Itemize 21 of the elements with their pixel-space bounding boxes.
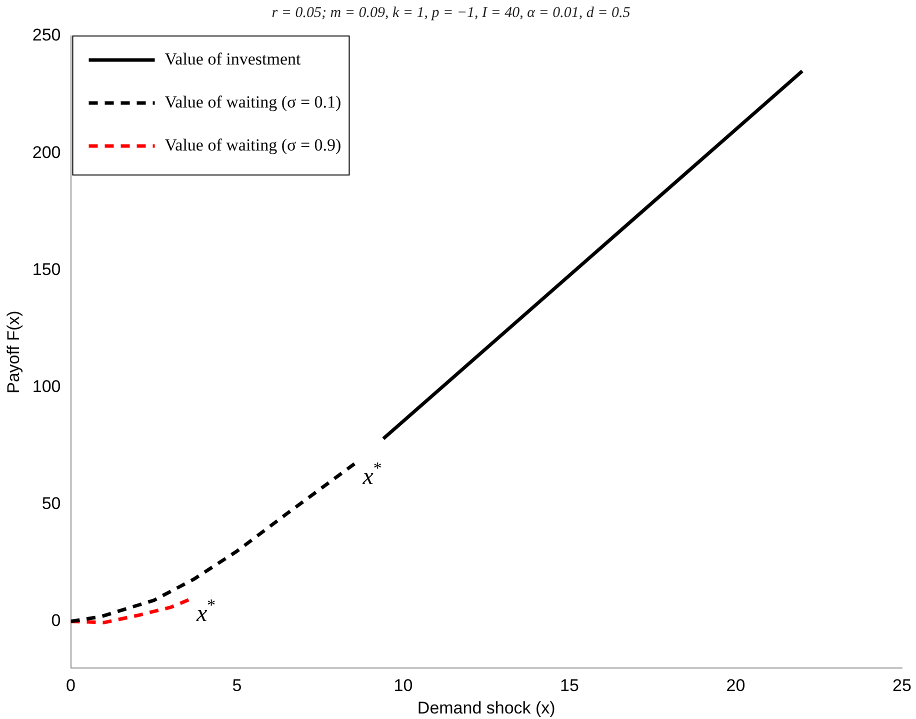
- y-tick-label: 150: [32, 260, 61, 279]
- x-tick-label: 25: [892, 676, 912, 696]
- x-tick-label: 15: [560, 676, 579, 696]
- y-tick-label: 50: [42, 494, 61, 513]
- x-tick-label: 10: [394, 676, 413, 696]
- legend-label: Value of waiting (σ = 0.9): [164, 135, 342, 154]
- line-series: [70, 460, 358, 624]
- y-axis-title: Payoff F(x): [4, 310, 23, 394]
- annotation: x*: [195, 595, 216, 628]
- y-tick-label: 0: [51, 611, 61, 630]
- legend-label: Value of investment: [164, 49, 302, 68]
- y-tick-label: 200: [32, 142, 61, 162]
- chart-title: r = 0.05; m = 0.09, k = 1, p = −1, I = 40, α = 0.01, d = 0.5: [272, 4, 631, 21]
- x-tick-label: 0: [66, 676, 76, 696]
- y-tick-label: 250: [32, 26, 61, 45]
- x-tick-label: 5: [232, 676, 242, 696]
- legend-label: Value of waiting (σ = 0.1): [164, 92, 342, 112]
- annotation: x*: [362, 458, 382, 490]
- y-tick-label: 100: [32, 376, 61, 396]
- x-axis-title: Demand shock (x): [417, 698, 556, 718]
- x-tick-label: 20: [726, 676, 746, 696]
